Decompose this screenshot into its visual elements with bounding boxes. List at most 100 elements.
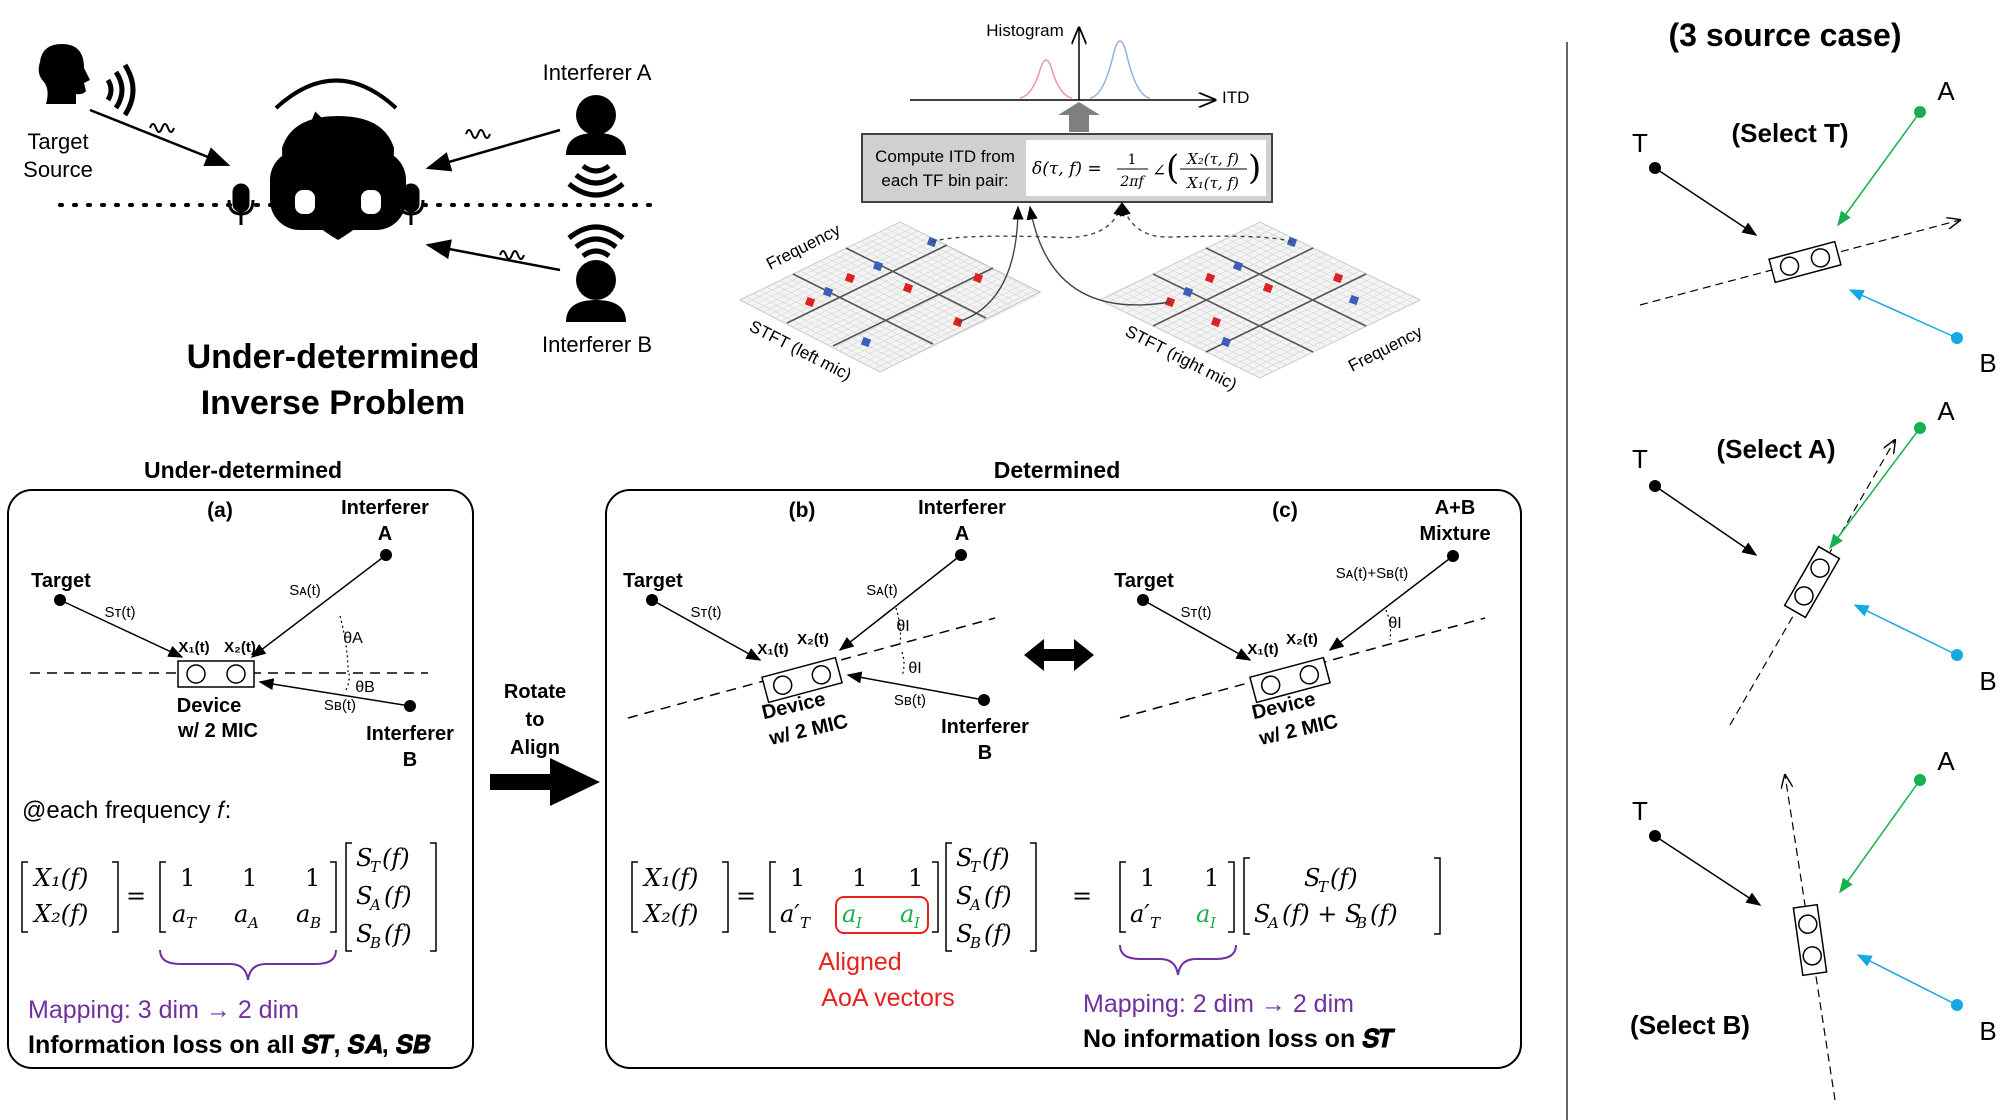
formula-angle: ∠ [1152,161,1166,181]
sound-waves-icon [105,63,136,117]
problem-title-2: Inverse Problem [201,384,466,422]
aligned-label-2: AoA vectors [821,984,954,1012]
svg-text:a: a [234,900,248,928]
interferer-a-label: Interferer A [543,60,652,85]
compute-label-1: Compute ITD from [875,147,1015,166]
formula-frac-num: 1 [1128,152,1137,168]
panel-a-brace [159,949,337,981]
svg-text:T: T [970,858,981,876]
svg-text:A: A [368,896,381,914]
panel-c-st: Sᴛ(t) [1180,604,1211,621]
rotate-label-2: to [526,709,545,731]
svg-text:1: 1 [1204,864,1219,892]
panel-a-interferer-b-1: Interferer [366,723,454,745]
panel-a-interferer-a-2: A [378,523,392,545]
select-a-t-label: T [1632,444,1648,474]
up-arrow [1058,102,1100,132]
panel-b-x2: X₂(t) [797,631,829,648]
target-wave-arrow [89,108,231,167]
formula-paren-right: ) [1248,148,1261,188]
right-mic-icon [397,183,425,225]
select-t-t-label: T [1632,128,1648,158]
panel-b-device [761,656,843,704]
svg-text:a: a [842,900,856,928]
svg-text:1: 1 [852,864,867,892]
panel-b-x1: X₁(t) [757,641,788,658]
panel-b-theta-2: θI [908,660,921,677]
panel-a-x2: X₂(t) [224,639,256,656]
svg-text:(f): (f) [1370,900,1398,928]
panel-c-sab: Sᴀ(t)+Sʙ(t) [1336,565,1409,582]
formula-lhs: δ(τ, f) = [1032,159,1102,179]
three-source-title: (3 source case) [1668,17,1901,53]
panel-a-st: Sᴛ(t) [104,604,135,621]
select-a-label: (Select A) [1717,434,1836,464]
select-a-b-label: B [1979,666,1996,696]
determined-header: Determined [994,457,1121,483]
svg-text:B: B [309,914,321,932]
panel-a-theta-b: θB [355,679,375,696]
panel-a-device [177,660,255,688]
panel-a-sa: Sᴀ(t) [289,582,321,599]
svg-text:B: B [969,934,981,952]
svg-text:X₁(f): X₁(f) [32,864,88,892]
svg-text:(f): (f) [384,920,412,948]
svg-text:(f): (f) [982,844,1010,872]
interferer-a-wave-arrow [425,128,561,172]
svg-text:(f): (f) [384,882,412,910]
stft-right-grid [1098,221,1422,379]
svg-text:(f) + S: (f) + S [1282,900,1361,928]
itd-axis-label: ITD [1222,88,1249,107]
svg-text:=: = [126,882,146,910]
panel-b-interferer-b-2: B [978,742,992,764]
aligned-label-1: Aligned [818,948,901,976]
svg-text:S: S [956,920,972,948]
svg-text:a: a [172,900,186,928]
svg-text:X₁(f): X₁(f) [642,864,698,892]
panel-a-interferer-a-1: Interferer [341,497,429,519]
svg-text:S: S [356,882,372,910]
panel-b-interferer-a-1: Interferer [918,497,1006,519]
select-b-b-label: B [1979,1016,1996,1046]
panel-b-sb: Sʙ(t) [894,692,926,709]
svg-text:S: S [956,844,972,872]
panel-a-device-2: w/ 2 MIC [177,720,258,742]
svg-text:1: 1 [242,864,257,892]
formula-box [1026,140,1266,196]
svg-text:T: T [1318,878,1329,896]
histogram-plot [910,28,1215,100]
histogram-label: Histogram [986,21,1063,40]
panel-a-loss: Information loss on all 𝑺𝑻, 𝑺𝑨, 𝑺𝑩 [28,1031,431,1059]
panel-a-freq-note: @each frequency 𝑓: [22,797,231,824]
target-source-label-2: Source [23,157,93,182]
svg-text:1: 1 [908,864,923,892]
panel-a-interferer-b-2: B [403,749,417,771]
panel-b-tag: (b) [789,499,816,522]
panel-a-box [7,489,474,1069]
rotate-arrow-icon [490,758,600,806]
panel-a-device-1: Device [177,695,242,717]
panel-a-mapping: Mapping: 3 dim → 2 dim [28,996,299,1024]
svg-text:S: S [356,920,372,948]
svg-text:(f): (f) [382,844,410,872]
svg-text:a′: a′ [1130,900,1150,928]
select-b-t-label: T [1632,796,1648,826]
select-a-device [1783,545,1841,619]
panel-c-mixture-2: Mixture [1419,523,1490,545]
select-t-b-label: B [1979,348,1996,378]
select-t-device [1768,240,1842,284]
rotate-label-1: Rotate [504,681,566,703]
tf-pair-links [931,201,1293,323]
panel-b-interferer-b-1: Interferer [941,716,1029,738]
svg-text:(f): (f) [1330,864,1358,892]
panel-a-theta-a: θA [343,630,363,647]
rotate-label-3: Align [510,737,560,759]
svg-text:1: 1 [180,864,195,892]
interferer-b-person-icon [566,224,626,322]
svg-text:A: A [246,914,259,932]
robot-icon [270,78,406,240]
